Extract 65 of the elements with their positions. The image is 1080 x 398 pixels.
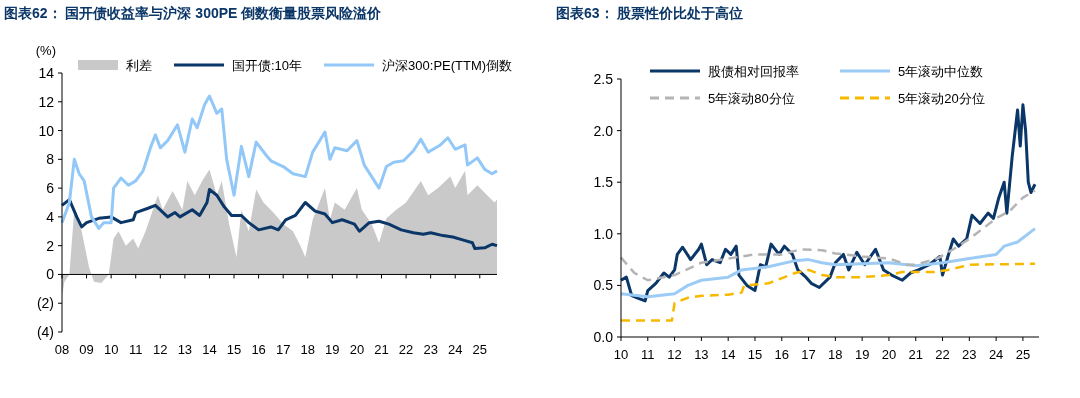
line-series	[60, 94, 499, 230]
line-series	[619, 262, 1037, 322]
x-tick-label: 25	[472, 342, 488, 357]
legend-label: 5年滚动中位数	[898, 64, 984, 79]
y-tick-label: 0	[46, 266, 55, 283]
x-tick-label: 20	[881, 347, 897, 362]
x-tick-label: 08	[54, 342, 70, 357]
x-tick-label: 24	[988, 347, 1004, 362]
x-tick-label: 12	[667, 347, 682, 362]
y-tick-label: 6	[46, 180, 55, 197]
y-tick-label: 2.0	[593, 122, 614, 139]
x-tick-label: 23	[962, 347, 977, 362]
y-tick-label: (2)	[36, 295, 54, 312]
x-tick-label: 25	[1015, 347, 1031, 362]
legend-label: 国开债:10年	[232, 58, 303, 73]
x-tick-label: 16	[251, 342, 266, 357]
x-tick-label: 14	[720, 347, 736, 362]
x-tick-label: 12	[153, 342, 168, 357]
legend-label: 5年滚动80分位	[708, 91, 795, 106]
x-tick-label: 22	[398, 342, 414, 357]
x-tick-label: 18	[828, 347, 843, 362]
chart-title: 图表62： 国开债收益率与沪深 300PE 倒数衡量股票风险溢价	[4, 5, 383, 21]
y-tick-label: 4	[46, 208, 55, 225]
chart-title: 图表63： 股票性价比处于高位	[556, 5, 744, 21]
x-tick-label: 17	[801, 347, 816, 362]
line-series	[60, 188, 499, 251]
x-tick-label: 18	[300, 342, 315, 357]
line-series	[619, 227, 1037, 299]
y-tick-label: 1.5	[593, 174, 614, 191]
y-tick-label: 2.5	[593, 71, 614, 87]
x-tick-label: 10	[613, 347, 629, 362]
y-tick-label: 10	[38, 122, 55, 139]
legend-label: 5年滚动20分位	[898, 91, 985, 106]
x-tick-label: 14	[202, 342, 217, 357]
x-tick-label: 11	[641, 347, 655, 362]
x-tick-label: 19	[325, 342, 340, 357]
x-tick-label: 15	[747, 347, 763, 362]
x-tick-label: 13	[177, 342, 193, 357]
y-tick-label: (4)	[36, 324, 54, 340]
x-tick-label: 17	[275, 342, 291, 357]
line-series	[619, 189, 1037, 282]
x-tick-label: 19	[854, 347, 870, 362]
y-tick-label: 0.5	[593, 277, 614, 294]
legend-label: 沪深300:PE(TTM)倒数	[382, 58, 513, 73]
x-tick-label: 15	[226, 342, 242, 357]
y-tick-label: 1.0	[593, 225, 614, 242]
y-tick-label: 2	[46, 237, 55, 254]
x-tick-label: 16	[774, 347, 789, 362]
y-axis-title: (%)	[35, 43, 56, 58]
y-tick-label: 12	[38, 93, 55, 110]
x-tick-label: 22	[935, 347, 950, 362]
x-tick-label: 21	[908, 347, 923, 362]
x-tick-label: 10	[103, 342, 119, 357]
legend-label: 股债相对回报率	[708, 64, 799, 79]
x-tick-label: 11	[128, 342, 143, 357]
x-tick-label: 23	[423, 342, 438, 357]
y-tick-label: 8	[46, 151, 55, 168]
y-tick-label: 0.0	[593, 329, 614, 345]
x-tick-label: 13	[694, 347, 709, 362]
x-tick-label: 09	[79, 342, 94, 357]
legend-label: 利差	[126, 58, 152, 73]
x-tick-label: 20	[349, 342, 365, 357]
x-tick-label: 24	[447, 342, 463, 357]
x-tick-label: 21	[374, 342, 389, 357]
y-tick-label: 14	[38, 65, 55, 81]
